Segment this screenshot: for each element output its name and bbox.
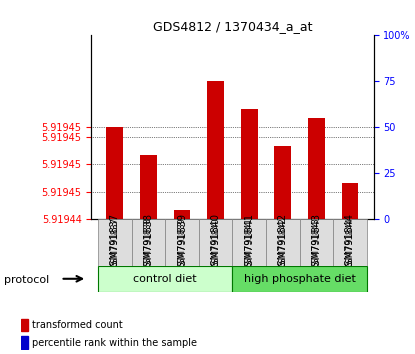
Text: GSM791837: GSM791837: [110, 217, 120, 268]
Bar: [274, 146, 291, 219]
Text: GSM791844: GSM791844: [345, 213, 355, 272]
Text: GSM791843: GSM791843: [311, 213, 321, 272]
Bar: [207, 81, 224, 219]
FancyBboxPatch shape: [199, 219, 232, 266]
Text: percentile rank within the sample: percentile rank within the sample: [32, 338, 197, 348]
Text: GSM791842: GSM791842: [278, 213, 288, 272]
Text: GSM791842: GSM791842: [278, 217, 287, 268]
FancyBboxPatch shape: [165, 219, 199, 266]
Text: GSM791839: GSM791839: [178, 217, 186, 268]
Text: GSM791838: GSM791838: [144, 217, 153, 268]
Text: GSM791837: GSM791837: [110, 213, 120, 272]
Bar: [308, 118, 325, 219]
Title: GDS4812 / 1370434_a_at: GDS4812 / 1370434_a_at: [153, 20, 312, 33]
FancyBboxPatch shape: [333, 219, 367, 266]
FancyBboxPatch shape: [300, 219, 333, 266]
Text: protocol: protocol: [4, 275, 49, 285]
FancyBboxPatch shape: [98, 266, 232, 292]
FancyBboxPatch shape: [266, 219, 300, 266]
Text: transformed count: transformed count: [32, 320, 123, 330]
Text: GSM791839: GSM791839: [177, 213, 187, 272]
Text: GSM791843: GSM791843: [312, 217, 321, 268]
Text: GSM791840: GSM791840: [210, 213, 221, 272]
FancyBboxPatch shape: [132, 219, 165, 266]
Text: GSM791841: GSM791841: [245, 217, 254, 268]
Text: control diet: control diet: [133, 274, 197, 284]
Bar: [106, 127, 123, 219]
Text: GSM791844: GSM791844: [345, 217, 354, 268]
Bar: [342, 183, 359, 219]
Bar: [21, 319, 28, 331]
Text: GSM791841: GSM791841: [244, 213, 254, 272]
Bar: [173, 210, 190, 219]
Bar: [140, 155, 157, 219]
Bar: [21, 336, 28, 349]
Bar: [241, 109, 258, 219]
Text: GSM791840: GSM791840: [211, 217, 220, 268]
FancyBboxPatch shape: [98, 219, 132, 266]
Text: GSM791838: GSM791838: [144, 213, 154, 272]
Text: high phosphate diet: high phosphate diet: [244, 274, 356, 284]
FancyBboxPatch shape: [232, 219, 266, 266]
FancyBboxPatch shape: [232, 266, 367, 292]
